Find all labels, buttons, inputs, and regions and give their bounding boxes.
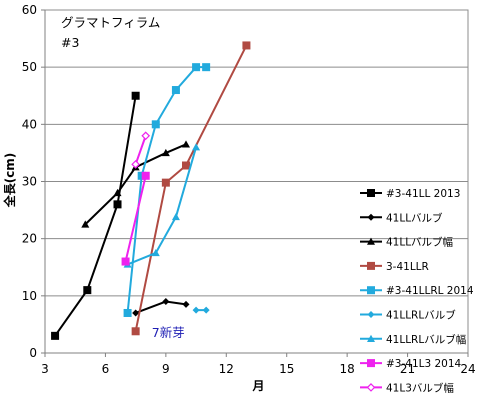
x-axis-title: 月 (251, 379, 264, 393)
y-tick-label: 60 (22, 3, 37, 17)
x-tick-label: 18 (340, 362, 355, 376)
series-4 (131, 41, 251, 336)
legend-label: 41LLバルブ幅 (386, 236, 453, 249)
data-point (131, 160, 140, 169)
series-6 (192, 306, 210, 314)
axes (41, 9, 469, 357)
y-tick-label: 40 (22, 117, 37, 131)
legend: #3-41LL 2013 41LLバルブ 41LLバルブ幅 3-41LLR #3-41L… (360, 188, 474, 394)
data-point (182, 300, 190, 308)
series-layer (51, 41, 251, 340)
legend-item-7: 41LLRLバルブ幅 (360, 333, 466, 346)
legend-item-9: 41L3バルブ幅 (360, 381, 454, 394)
legend-swatch-marker (367, 286, 375, 295)
data-point (202, 63, 211, 72)
series-line (54, 95, 137, 337)
y-axis-title: 全長(cm) (2, 153, 17, 209)
legend-label: 3-41LLR (386, 261, 429, 273)
data-point (192, 143, 201, 151)
series-line (134, 44, 248, 332)
data-point (51, 331, 60, 340)
data-point (141, 131, 151, 141)
series-1 (51, 91, 140, 340)
data-point (202, 306, 210, 314)
data-point (123, 308, 132, 317)
data-point (192, 63, 201, 72)
legend-label: 41LLバルブ (386, 211, 443, 224)
data-point (121, 257, 130, 266)
chart-title-line-2: #3 (61, 35, 79, 50)
legend-item-2: 41LLバルブ (360, 211, 443, 224)
legend-item-3: 41LLバルブ幅 (360, 236, 453, 249)
data-point (171, 212, 180, 221)
series-line (134, 135, 147, 165)
x-tick-label: 12 (219, 362, 234, 376)
legend-swatch-marker (367, 237, 375, 245)
data-point (83, 286, 92, 295)
x-tick-label: 15 (279, 362, 294, 376)
legend-swatch-marker (366, 383, 376, 392)
x-tick-label: 3 (41, 362, 49, 376)
legend-label: #3-41LL 2013 (386, 188, 460, 200)
series-8 (121, 171, 150, 266)
legend-item-1: #3-41LL 2013 (360, 188, 460, 200)
legend-swatch-marker (367, 213, 375, 221)
x-tick-label: 21 (400, 362, 415, 376)
data-point (141, 171, 150, 180)
data-point (192, 306, 200, 314)
chart-title-line-1: グラマトフィラム (61, 15, 160, 30)
data-point (171, 86, 180, 95)
legend-item-4: 3-41LLR (360, 261, 429, 273)
series-7 (123, 143, 201, 268)
legend-label: #3-41L3 2014 (386, 358, 462, 370)
data-point (161, 148, 170, 157)
legend-item-8: #3-41L3 2014 (360, 358, 462, 370)
y-tick-label: 30 (22, 175, 37, 189)
legend-label: 41LLRLバルブ幅 (386, 333, 466, 346)
y-tick-label: 20 (22, 232, 37, 246)
legend-swatch-marker (367, 261, 375, 270)
data-point (137, 171, 146, 180)
legend-item-6: 41LLRLバルブ (360, 309, 456, 322)
data-point (151, 120, 160, 129)
data-point (182, 161, 190, 170)
data-point (161, 178, 170, 187)
legend-swatch-marker (367, 189, 375, 197)
data-point (131, 327, 140, 336)
data-point (113, 188, 122, 197)
data-point (242, 41, 251, 50)
series-line (127, 146, 198, 266)
legend-label: 41LLRLバルブ (386, 309, 456, 322)
legend-label: #3-41LLRL 2014 (386, 285, 474, 297)
data-point (131, 91, 140, 100)
data-point (81, 220, 90, 228)
legend-swatch-marker (367, 359, 375, 368)
tick-labels: 0 10 20 30 40 50 60 3 6 9 12 15 18 21 24 (22, 3, 476, 376)
legend-item-5: #3-41LLRL 2014 (360, 285, 474, 297)
data-point (182, 140, 190, 148)
annotation-label: 7新芽 (152, 325, 185, 340)
series-2 (132, 298, 190, 317)
y-tick-label: 0 (29, 346, 37, 360)
x-tick-label: 9 (162, 362, 170, 376)
x-tick-label: 6 (102, 362, 110, 376)
data-point (151, 248, 160, 257)
x-tick-label: 24 (460, 362, 475, 376)
data-point (162, 298, 170, 306)
y-tick-label: 10 (22, 289, 37, 303)
legend-swatch-marker (367, 334, 375, 342)
data-point (113, 200, 122, 209)
data-point (132, 309, 140, 317)
series-9 (131, 131, 151, 169)
series-line (124, 175, 147, 262)
legend-label: 41L3バルブ幅 (386, 381, 454, 394)
y-tick-label: 50 (22, 60, 37, 74)
legend-swatch-marker (367, 311, 375, 318)
